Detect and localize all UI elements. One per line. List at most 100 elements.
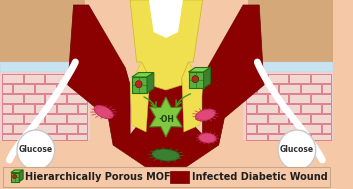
Circle shape — [17, 130, 55, 170]
Polygon shape — [19, 170, 23, 181]
Polygon shape — [56, 104, 77, 113]
Polygon shape — [130, 62, 150, 132]
Polygon shape — [2, 94, 23, 103]
Polygon shape — [243, 62, 333, 72]
Polygon shape — [268, 134, 288, 140]
Polygon shape — [35, 124, 56, 133]
Polygon shape — [2, 124, 12, 133]
Polygon shape — [45, 94, 66, 103]
Text: Hierarchically Porous MOF: Hierarchically Porous MOF — [25, 172, 171, 182]
Polygon shape — [13, 84, 34, 93]
Polygon shape — [2, 114, 23, 123]
Polygon shape — [322, 124, 331, 133]
Text: Glucose: Glucose — [280, 146, 314, 154]
Polygon shape — [246, 124, 256, 133]
Circle shape — [278, 130, 316, 170]
Polygon shape — [268, 114, 288, 123]
Polygon shape — [182, 62, 203, 132]
Polygon shape — [189, 67, 210, 72]
Polygon shape — [45, 114, 66, 123]
Polygon shape — [56, 124, 77, 133]
Polygon shape — [56, 84, 77, 93]
Circle shape — [192, 76, 199, 83]
Polygon shape — [67, 74, 87, 83]
Polygon shape — [257, 104, 278, 113]
Polygon shape — [246, 74, 267, 83]
Polygon shape — [268, 94, 288, 103]
Polygon shape — [78, 124, 87, 133]
Circle shape — [13, 175, 17, 179]
Polygon shape — [147, 73, 154, 93]
Polygon shape — [11, 170, 23, 173]
Polygon shape — [289, 74, 310, 83]
Polygon shape — [3, 167, 330, 187]
Polygon shape — [311, 134, 331, 140]
Polygon shape — [13, 104, 34, 113]
Polygon shape — [246, 134, 267, 140]
Polygon shape — [311, 114, 331, 123]
Polygon shape — [279, 124, 300, 133]
Polygon shape — [322, 104, 331, 113]
Polygon shape — [35, 84, 56, 93]
Polygon shape — [0, 72, 90, 145]
Polygon shape — [170, 171, 189, 183]
Ellipse shape — [152, 149, 180, 161]
Polygon shape — [130, 0, 203, 90]
Polygon shape — [246, 94, 267, 103]
Polygon shape — [257, 84, 278, 93]
Polygon shape — [24, 74, 44, 83]
Polygon shape — [67, 134, 87, 140]
Ellipse shape — [195, 109, 216, 121]
Polygon shape — [0, 140, 90, 189]
Polygon shape — [45, 74, 66, 83]
Polygon shape — [24, 94, 44, 103]
Polygon shape — [2, 134, 23, 140]
Ellipse shape — [94, 105, 113, 119]
Polygon shape — [301, 124, 322, 133]
Polygon shape — [311, 74, 331, 83]
Polygon shape — [289, 134, 310, 140]
Polygon shape — [2, 74, 23, 83]
Polygon shape — [150, 97, 182, 137]
Polygon shape — [67, 94, 87, 103]
Polygon shape — [189, 72, 204, 88]
Polygon shape — [2, 104, 12, 113]
Ellipse shape — [198, 133, 216, 143]
Polygon shape — [243, 72, 333, 145]
Polygon shape — [322, 84, 331, 93]
Text: ·OH: ·OH — [158, 115, 174, 123]
Polygon shape — [68, 5, 264, 183]
Polygon shape — [149, 0, 183, 38]
Polygon shape — [132, 73, 154, 77]
Polygon shape — [301, 84, 322, 93]
Polygon shape — [289, 114, 310, 123]
Text: Glucose: Glucose — [19, 146, 53, 154]
Polygon shape — [35, 104, 56, 113]
Polygon shape — [279, 104, 300, 113]
Polygon shape — [311, 94, 331, 103]
Polygon shape — [289, 94, 310, 103]
Text: Infected Diabetic Wound: Infected Diabetic Wound — [192, 172, 328, 182]
Polygon shape — [13, 124, 34, 133]
Polygon shape — [246, 114, 267, 123]
Polygon shape — [24, 134, 44, 140]
Polygon shape — [204, 67, 210, 88]
Polygon shape — [45, 134, 66, 140]
Polygon shape — [0, 0, 333, 189]
Circle shape — [136, 81, 142, 88]
Polygon shape — [279, 84, 300, 93]
Polygon shape — [11, 173, 19, 181]
Polygon shape — [243, 140, 333, 189]
Polygon shape — [257, 124, 278, 133]
Polygon shape — [301, 104, 322, 113]
Polygon shape — [268, 74, 288, 83]
Polygon shape — [78, 104, 87, 113]
Polygon shape — [78, 84, 87, 93]
Polygon shape — [0, 0, 85, 70]
Polygon shape — [132, 77, 147, 93]
Polygon shape — [67, 114, 87, 123]
Polygon shape — [246, 84, 256, 93]
Polygon shape — [246, 104, 256, 113]
Polygon shape — [2, 84, 12, 93]
Polygon shape — [24, 114, 44, 123]
